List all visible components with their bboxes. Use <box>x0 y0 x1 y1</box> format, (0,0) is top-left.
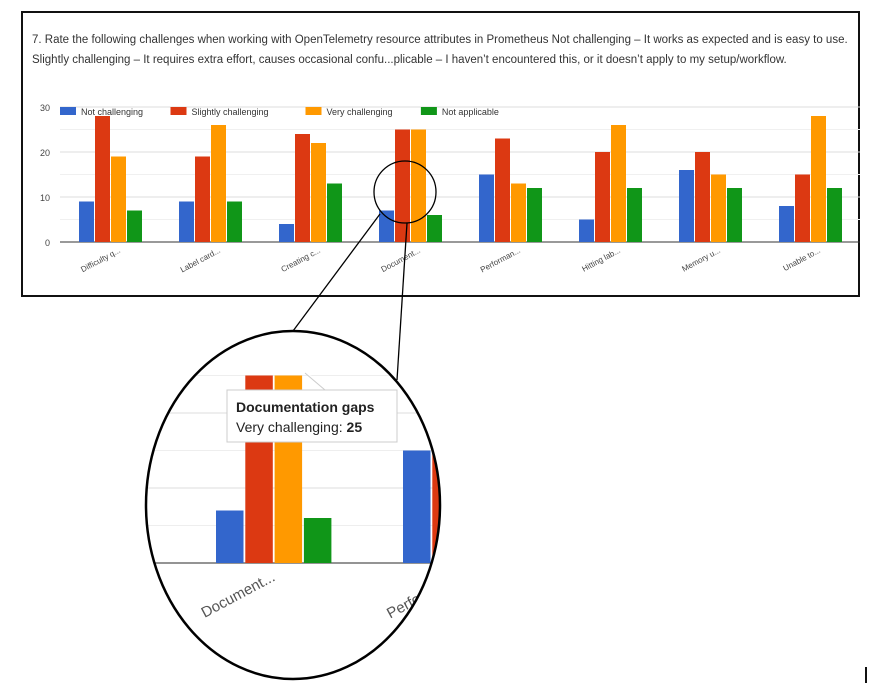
legend-label: Not challenging <box>81 107 143 117</box>
bar <box>695 152 710 242</box>
legend-swatch <box>170 107 187 115</box>
bar <box>727 188 742 242</box>
connector-line <box>396 222 408 381</box>
bar <box>295 134 310 242</box>
y-tick-label: 20 <box>40 148 50 158</box>
bar <box>427 215 442 242</box>
bar <box>595 152 610 242</box>
question-card <box>21 11 860 297</box>
bar <box>491 473 519 563</box>
legend-label: Slightly challenging <box>192 107 269 117</box>
bar <box>811 116 826 242</box>
bar <box>403 450 431 563</box>
bar <box>195 156 210 242</box>
bar <box>495 138 510 242</box>
tooltip-value: 25 <box>347 419 363 435</box>
bar <box>779 206 794 242</box>
bar <box>79 201 94 242</box>
x-tick-label: Memory u... <box>680 246 722 274</box>
bar <box>127 210 142 242</box>
connector-line <box>292 213 381 332</box>
tooltip <box>226 389 398 443</box>
y-tick-label: 30 <box>40 103 50 113</box>
x-tick-label: Performan... <box>479 246 522 275</box>
bar <box>679 170 694 242</box>
x-tick-label: Document... <box>380 246 422 274</box>
bar <box>511 183 526 242</box>
x-tick-label: Difficulty q... <box>79 246 122 274</box>
bar <box>395 129 410 242</box>
bar <box>527 188 542 242</box>
bar <box>179 201 194 242</box>
text-cursor <box>865 667 867 683</box>
y-tick-label: 0 <box>45 238 50 248</box>
y-tick-label: 10 <box>40 193 50 203</box>
bar <box>227 201 242 242</box>
bar <box>211 125 226 242</box>
bar <box>579 219 594 242</box>
bar <box>216 510 244 563</box>
legend-label: Very challenging <box>327 107 393 117</box>
bar <box>611 125 626 242</box>
x-tick-label: Label card... <box>179 246 222 275</box>
bar <box>479 174 494 242</box>
bar <box>311 143 326 242</box>
bar <box>795 174 810 242</box>
focus-circle <box>373 160 437 224</box>
bar <box>327 183 342 242</box>
bar <box>279 224 294 242</box>
question-title: 7. Rate the following challenges when wo… <box>32 34 848 66</box>
x-tick-label: Hitting lab... <box>580 246 622 274</box>
x-tick-label: Unable to... <box>782 246 822 273</box>
x-tick-label: Creating c... <box>280 246 322 274</box>
bar <box>111 156 126 242</box>
bar <box>711 174 726 242</box>
legend-swatch <box>60 107 76 115</box>
legend-swatch <box>305 107 322 115</box>
tooltip-title: Documentation gaps <box>236 399 375 415</box>
bar <box>827 188 842 242</box>
bar <box>627 188 642 242</box>
bar <box>411 129 426 242</box>
bar <box>432 390 440 563</box>
bar <box>303 518 332 563</box>
tooltip-series: Very challenging: 25 <box>236 419 362 435</box>
legend-label: Not applicable <box>442 107 499 117</box>
bar <box>379 210 394 242</box>
bar <box>462 466 490 564</box>
legend-swatch <box>420 107 437 115</box>
bar <box>95 116 110 242</box>
